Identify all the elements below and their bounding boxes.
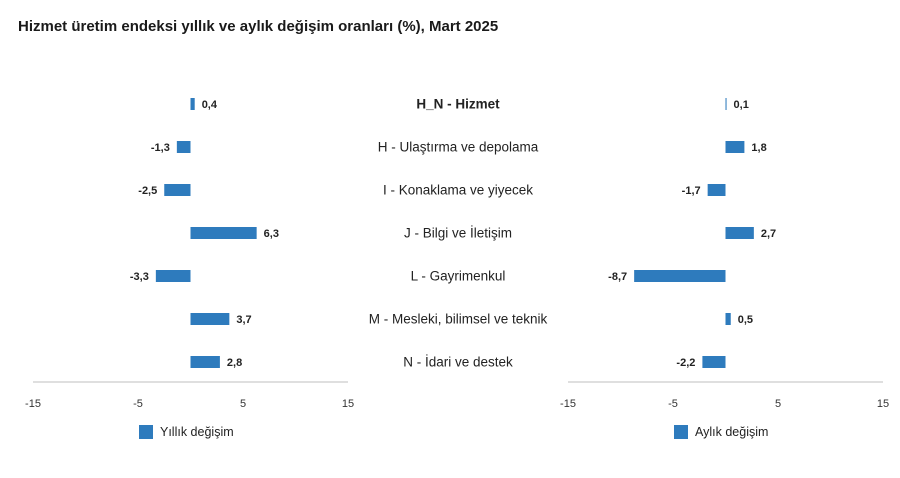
data-label: 0,4: [202, 99, 218, 111]
category-label: H - Ulaştırma ve depolama: [378, 140, 539, 155]
x-tick-label: -15: [560, 398, 576, 410]
bar: [725, 98, 727, 110]
legend-swatch: [139, 425, 153, 439]
bar: [707, 184, 726, 196]
x-tick-label: 15: [342, 398, 354, 410]
bar: [190, 98, 195, 110]
data-label: -3,3: [130, 271, 149, 283]
x-tick-label: -15: [25, 398, 41, 410]
data-label: -1,3: [151, 142, 170, 154]
data-label: -2,2: [676, 357, 695, 369]
bar: [190, 227, 257, 239]
category-label: J - Bilgi ve İletişim: [404, 226, 512, 241]
data-label: 0,5: [738, 314, 753, 326]
bar: [702, 356, 726, 368]
x-tick-label: 5: [240, 398, 246, 410]
bar: [190, 313, 230, 325]
legend-swatch: [674, 425, 688, 439]
legend-label: Aylık değişim: [695, 425, 768, 439]
data-label: -2,5: [138, 185, 157, 197]
bar: [155, 270, 191, 282]
data-label: 1,8: [751, 142, 766, 154]
bar: [725, 141, 745, 153]
bar: [725, 313, 731, 325]
x-tick-label: -5: [133, 398, 143, 410]
data-label: -8,7: [608, 271, 627, 283]
legend-label: Yıllık değişim: [160, 425, 234, 439]
category-label: N - İdari ve destek: [403, 355, 513, 370]
data-label: -1,7: [682, 185, 701, 197]
chart-title: Hizmet üretim endeksi yıllık ve aylık de…: [18, 18, 499, 35]
bar: [634, 270, 726, 282]
data-label: 3,7: [236, 314, 251, 326]
data-label: 2,7: [761, 228, 776, 240]
category-label: H_N - Hizmet: [416, 97, 500, 112]
x-tick-label: 5: [775, 398, 781, 410]
x-tick-label: 15: [877, 398, 889, 410]
data-label: 6,3: [264, 228, 279, 240]
bar: [725, 227, 754, 239]
category-label: M - Mesleki, bilimsel ve teknik: [369, 312, 548, 327]
data-label: 2,8: [227, 357, 242, 369]
x-tick-label: -5: [668, 398, 678, 410]
category-label: L - Gayrimenkul: [411, 269, 506, 284]
bar: [190, 356, 220, 368]
category-label: I - Konaklama ve yiyecek: [383, 183, 533, 198]
bar: [164, 184, 191, 196]
data-label: 0,1: [734, 99, 749, 111]
bar: [176, 141, 191, 153]
